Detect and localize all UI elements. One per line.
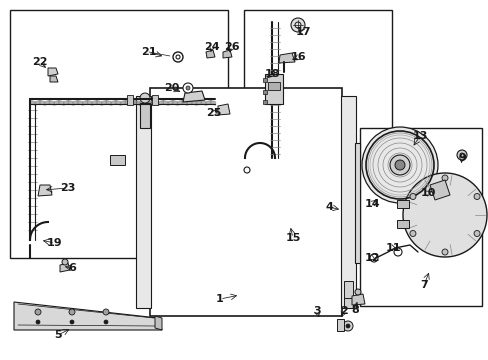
Bar [396, 220, 408, 228]
Bar [340, 96, 355, 308]
Text: 13: 13 [411, 131, 427, 141]
Circle shape [346, 324, 349, 328]
Text: 7: 7 [419, 280, 427, 290]
Polygon shape [60, 263, 70, 272]
Circle shape [441, 249, 447, 255]
Circle shape [409, 194, 415, 199]
Circle shape [35, 309, 41, 315]
Polygon shape [183, 91, 204, 102]
Circle shape [369, 254, 377, 262]
Bar [267, 82, 280, 90]
Polygon shape [205, 50, 215, 58]
Bar [263, 100, 266, 104]
Text: 8: 8 [350, 305, 358, 315]
Text: 26: 26 [224, 42, 239, 52]
Text: 25: 25 [206, 108, 221, 118]
Circle shape [354, 289, 360, 295]
Polygon shape [14, 302, 162, 330]
Text: 6: 6 [68, 263, 76, 273]
Circle shape [140, 93, 150, 103]
Circle shape [173, 52, 183, 62]
Bar [264, 74, 283, 104]
Polygon shape [48, 68, 58, 76]
Polygon shape [429, 180, 449, 200]
Circle shape [244, 167, 249, 173]
Circle shape [361, 127, 437, 203]
Polygon shape [351, 294, 364, 305]
Circle shape [473, 194, 479, 199]
Circle shape [389, 155, 409, 175]
Circle shape [36, 320, 40, 324]
Text: 15: 15 [285, 233, 300, 243]
Text: 20: 20 [164, 83, 179, 93]
Text: 9: 9 [457, 153, 465, 163]
Text: 5: 5 [54, 330, 61, 340]
Text: 2: 2 [340, 306, 347, 316]
Circle shape [394, 160, 404, 170]
Circle shape [409, 230, 415, 237]
Polygon shape [50, 76, 58, 82]
Bar [343, 298, 352, 308]
Text: 18: 18 [264, 69, 279, 79]
Circle shape [342, 321, 352, 331]
Polygon shape [155, 316, 162, 330]
Circle shape [103, 309, 109, 315]
Text: 24: 24 [204, 42, 220, 52]
Circle shape [393, 248, 401, 256]
Text: 23: 23 [60, 183, 76, 193]
Bar [354, 143, 359, 263]
Text: 17: 17 [295, 27, 310, 37]
Bar [152, 95, 158, 105]
Text: 10: 10 [420, 188, 435, 198]
Bar [343, 281, 352, 299]
Circle shape [183, 83, 193, 93]
Circle shape [473, 230, 479, 237]
Polygon shape [223, 50, 231, 58]
Bar [150, 88, 341, 316]
Text: 3: 3 [312, 306, 320, 316]
Text: 11: 11 [385, 243, 400, 253]
Text: 21: 21 [141, 47, 157, 57]
Polygon shape [38, 185, 52, 196]
Bar [336, 319, 343, 331]
Bar [150, 88, 341, 316]
Circle shape [70, 320, 74, 324]
Bar [140, 103, 150, 128]
Circle shape [441, 175, 447, 181]
Polygon shape [218, 104, 229, 115]
Text: 12: 12 [364, 253, 379, 263]
Text: 16: 16 [290, 52, 306, 62]
Circle shape [69, 309, 75, 315]
Polygon shape [279, 53, 294, 63]
Bar [396, 200, 408, 208]
Text: 4: 4 [325, 202, 332, 212]
Bar [10, 10, 227, 258]
Bar [263, 78, 266, 82]
Text: 22: 22 [32, 57, 48, 67]
Circle shape [456, 150, 466, 160]
Bar [244, 10, 391, 228]
Circle shape [290, 18, 305, 32]
Bar [263, 90, 266, 94]
Circle shape [104, 320, 108, 324]
Polygon shape [110, 155, 125, 165]
Bar [136, 96, 151, 308]
Text: 14: 14 [364, 199, 379, 209]
Text: 1: 1 [216, 294, 224, 304]
Bar [127, 95, 133, 105]
Circle shape [62, 259, 68, 265]
Bar [359, 128, 481, 306]
Circle shape [185, 86, 190, 90]
Text: 19: 19 [47, 238, 62, 248]
Circle shape [402, 173, 486, 257]
